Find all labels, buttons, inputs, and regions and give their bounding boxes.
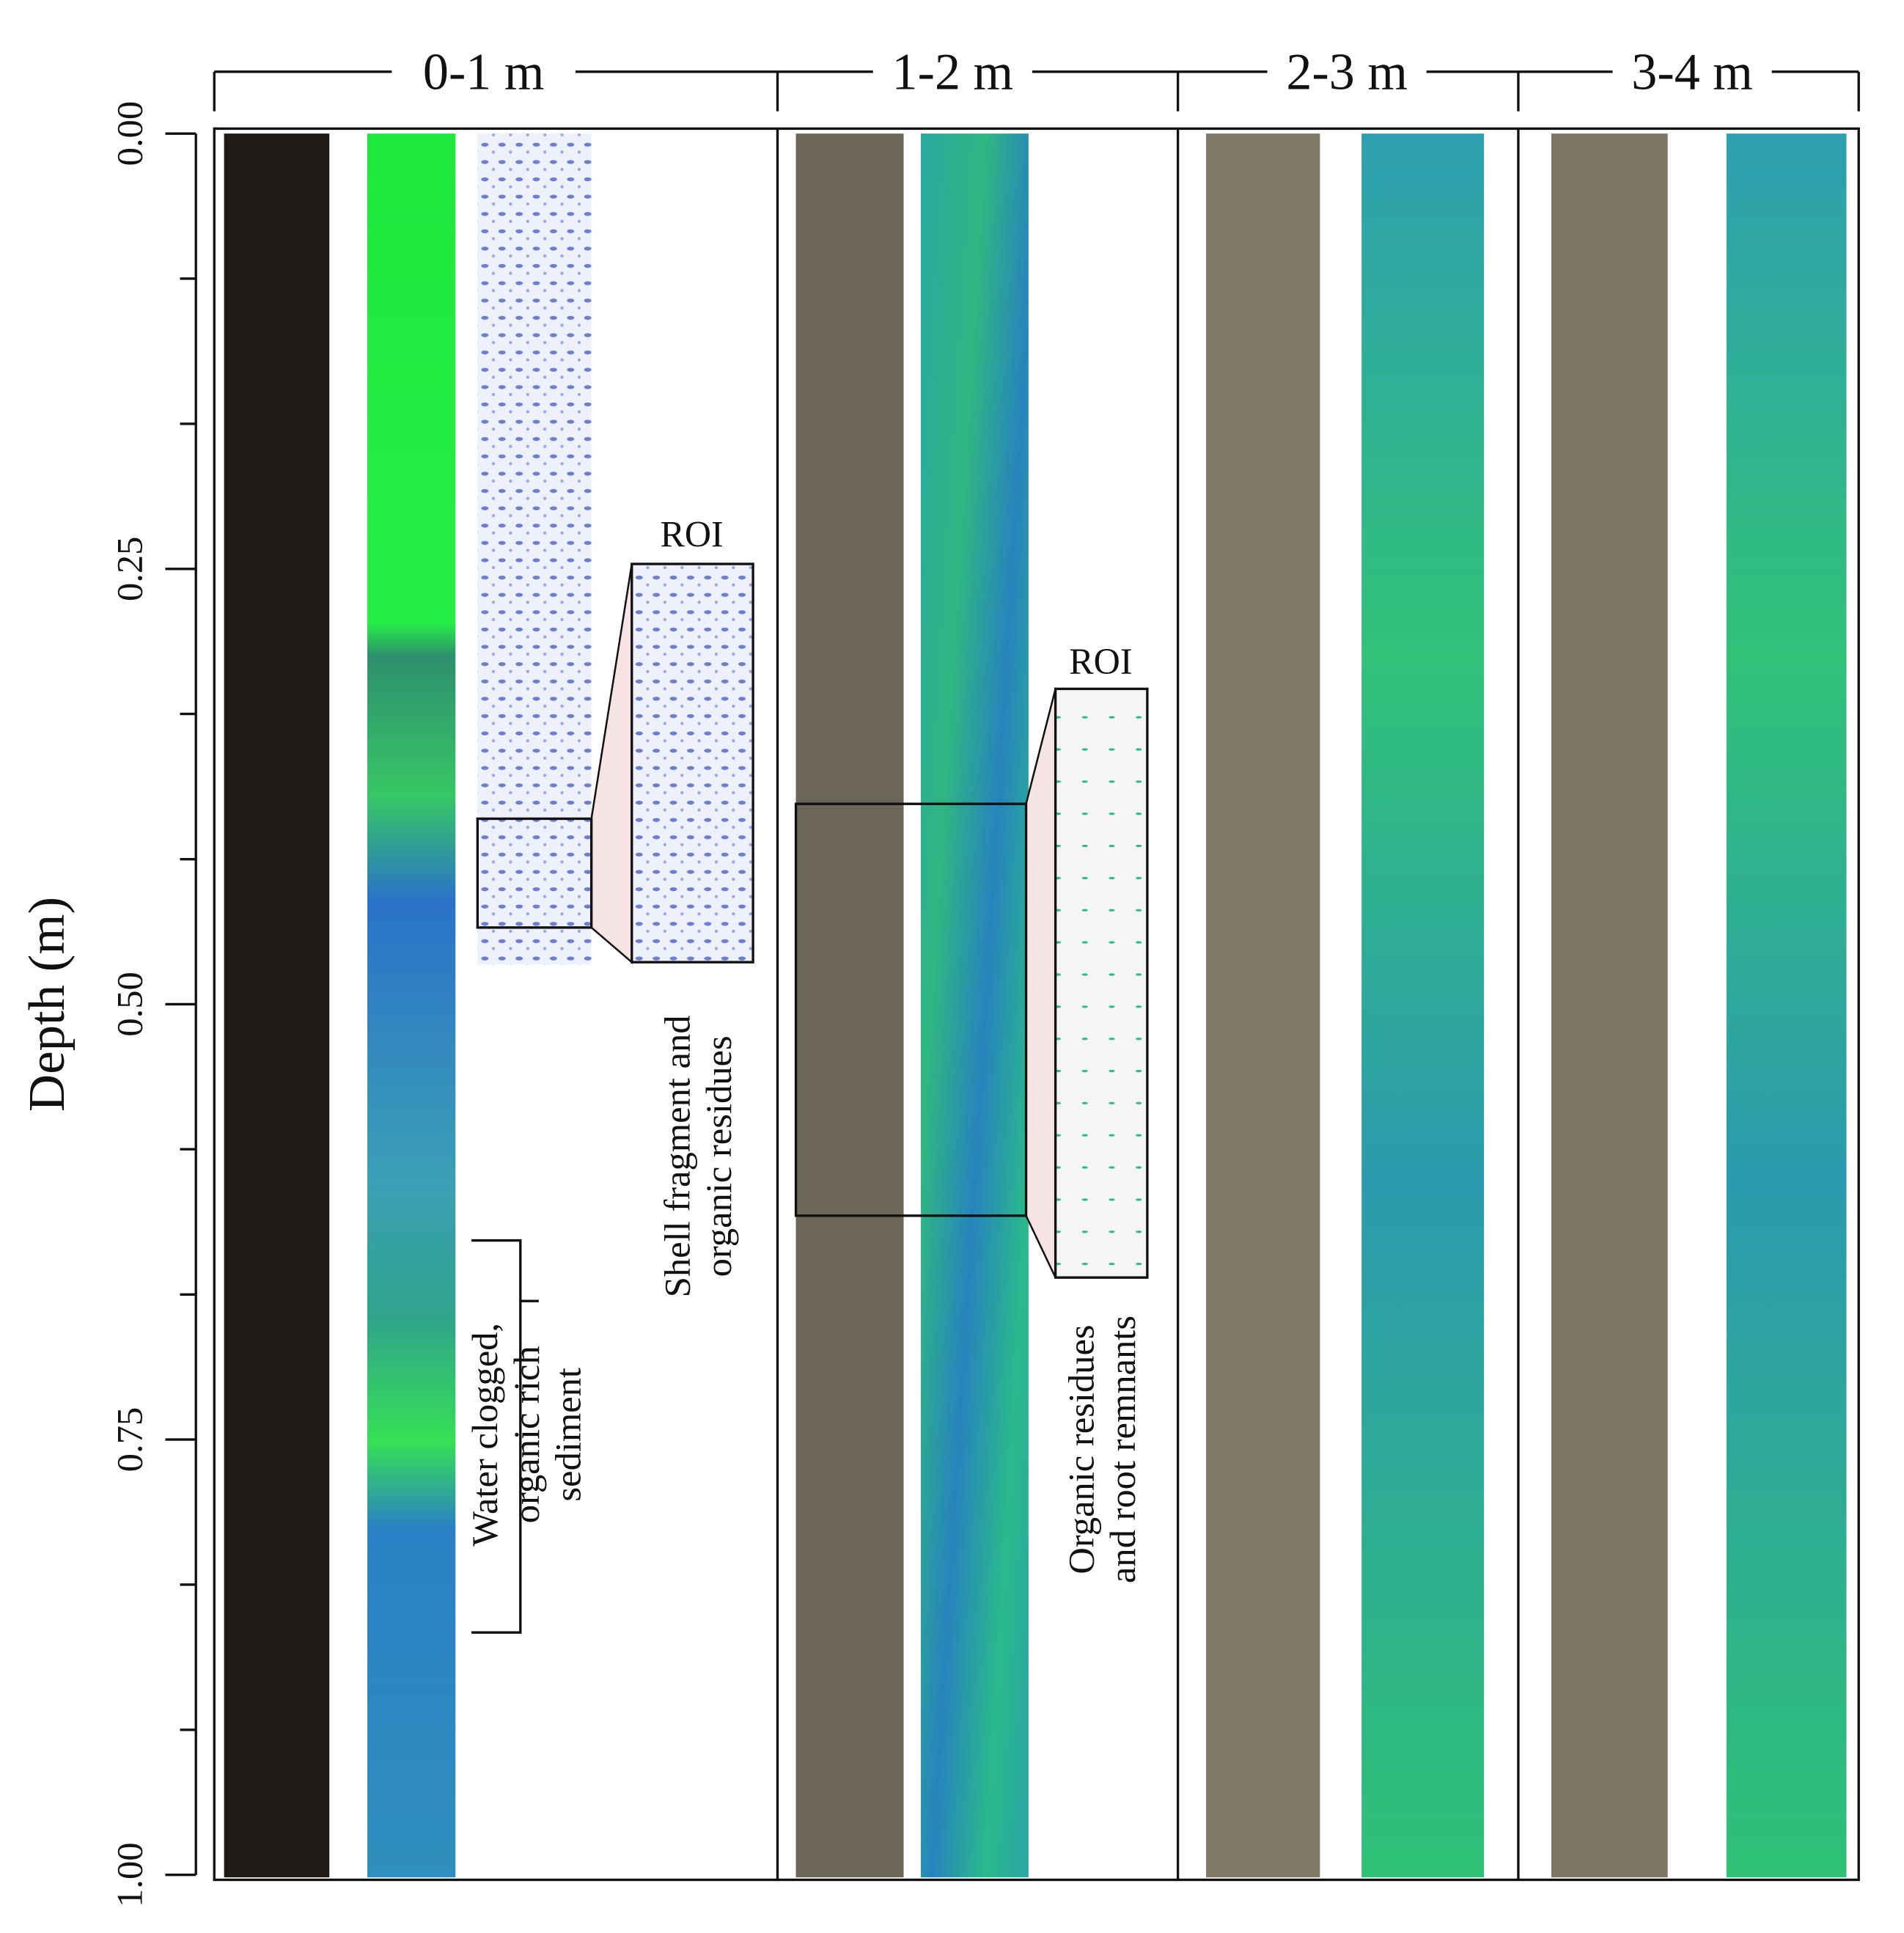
zoom-connector (1025, 689, 1056, 1278)
roi-label: ROI (660, 513, 723, 554)
section-label: 0-1 m (423, 43, 545, 100)
annotation: and root remnants (1102, 1316, 1143, 1583)
roi-image (477, 133, 592, 965)
core-photo (224, 133, 330, 1878)
section-label: 1-2 m (892, 43, 1014, 100)
annotation: organic residues (698, 1035, 739, 1277)
annotation: sediment (548, 1368, 589, 1502)
tick-label: 1.00 (109, 1842, 150, 1907)
roi-zoom (1054, 687, 1149, 1279)
label-bg (872, 43, 1032, 100)
core-photo (1206, 133, 1320, 1878)
label-bg (1267, 43, 1427, 100)
roi-zoom (631, 562, 754, 964)
frame (213, 127, 1860, 1882)
section-label: 3-4 m (1631, 43, 1753, 100)
core-scan (1361, 133, 1485, 1878)
roi-box (476, 817, 593, 929)
core-photo (1551, 133, 1668, 1878)
tick-label: 0.50 (109, 972, 150, 1037)
label-bg (392, 43, 576, 100)
roi-box (794, 802, 1028, 1217)
core-photo (795, 133, 904, 1878)
annotation: Shell fragment and (656, 1015, 697, 1297)
core-scan (1726, 133, 1847, 1878)
tick-label: 0.75 (109, 1407, 150, 1472)
annotation: Organic residues (1061, 1324, 1102, 1574)
core-scan (920, 133, 1029, 1878)
axis-label: Depth (m) (18, 897, 76, 1112)
tick-label: 0.25 (109, 537, 150, 602)
bracket (471, 1239, 522, 1634)
core-scan (367, 133, 456, 1878)
label-bg (1612, 43, 1772, 100)
zoom-connector (590, 563, 633, 964)
section-label: 2-3 m (1286, 43, 1408, 100)
annotation: organic rich (506, 1346, 547, 1523)
tick-label: 0.00 (109, 101, 150, 166)
roi-label: ROI (1069, 641, 1132, 682)
annotation: Water clogged, (464, 1323, 505, 1547)
